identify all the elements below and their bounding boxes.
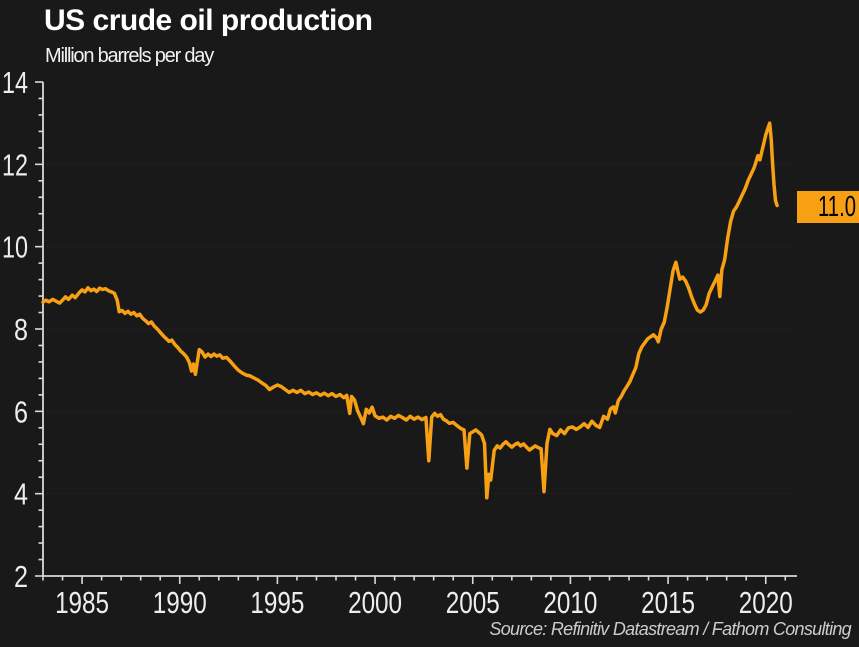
gridlines [43,163,797,495]
svg-text:6: 6 [14,394,28,429]
svg-text:2010: 2010 [543,585,597,620]
latest-value-badge: 11.0 [797,191,859,223]
svg-text:12: 12 [2,147,28,182]
y-axis: 2 4 6 8 10 12 14 [2,65,44,594]
svg-text:14: 14 [2,65,28,100]
source-credit: Source: Refinitiv Datastream / Fathom Co… [489,619,851,639]
svg-text:1995: 1995 [250,585,304,620]
latest-value-badge-box [797,191,859,223]
svg-text:4: 4 [14,477,28,512]
chart-title: US crude oil production [44,4,373,37]
production-line [41,121,779,500]
svg-text:1985: 1985 [55,585,109,620]
latest-value-label: 11.0 [818,191,856,223]
x-axis: 1985 1990 1995 2000 2005 2010 2015 2020 [42,575,797,620]
chart-subtitle: Million barrels per day [45,45,214,67]
svg-text:2020: 2020 [739,585,793,620]
svg-text:1990: 1990 [153,585,207,620]
svg-text:2: 2 [14,559,28,594]
svg-text:8: 8 [14,312,28,347]
svg-text:2000: 2000 [348,585,402,620]
svg-text:2015: 2015 [641,585,695,620]
svg-text:10: 10 [2,230,28,265]
svg-text:2005: 2005 [446,585,500,620]
